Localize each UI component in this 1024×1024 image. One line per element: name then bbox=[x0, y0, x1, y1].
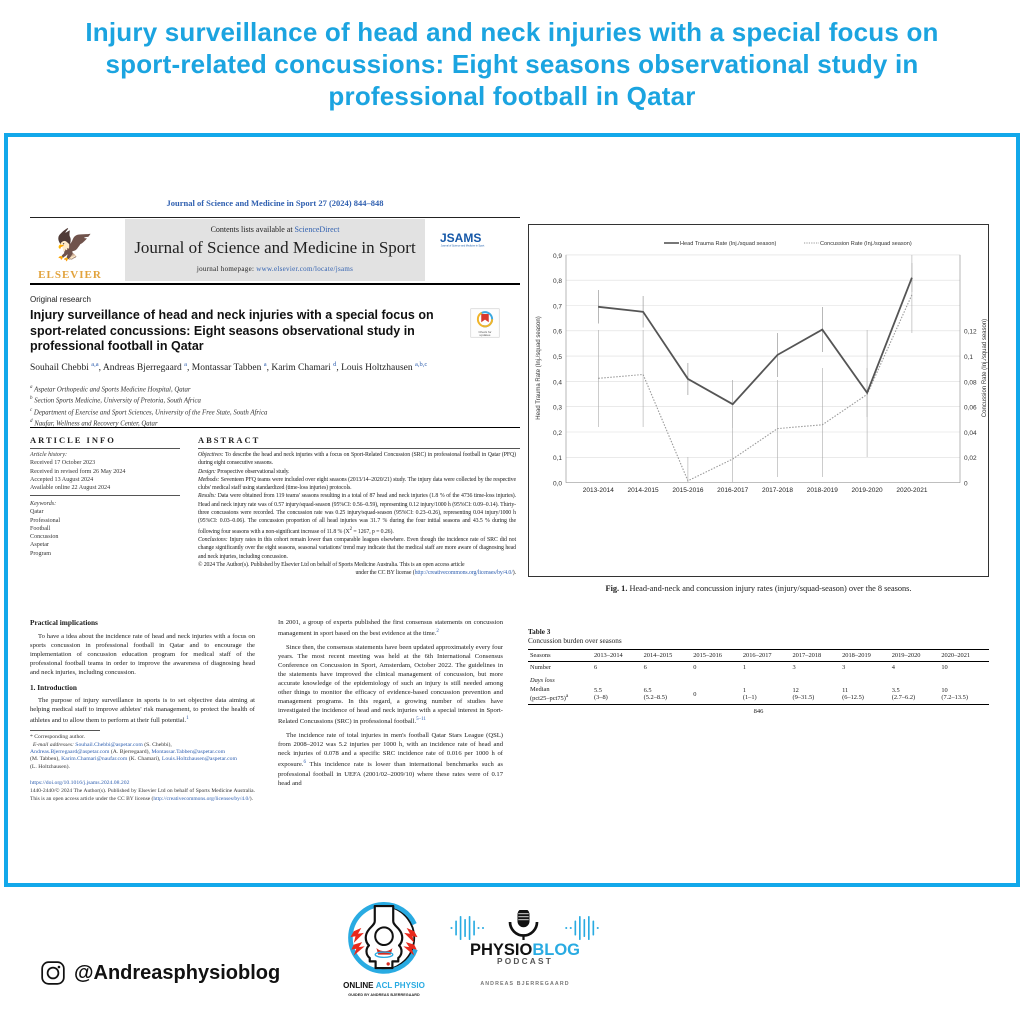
svg-text:0,6: 0,6 bbox=[553, 329, 562, 336]
svg-text:Concussion Rate (Inj./squad se: Concussion Rate (Inj./squad season) bbox=[982, 319, 988, 417]
svg-text:0,1: 0,1 bbox=[964, 354, 973, 361]
svg-text:0,08: 0,08 bbox=[964, 379, 977, 386]
svg-text:ONLINE ACL PHYSIO: ONLINE ACL PHYSIO bbox=[343, 981, 425, 990]
svg-text:Journal of Science and Medicin: Journal of Science and Medicine in Sport bbox=[441, 245, 485, 248]
svg-text:0,0: 0,0 bbox=[553, 481, 562, 488]
svg-text:2013-2014: 2013-2014 bbox=[583, 487, 614, 494]
svg-text:🦅: 🦅 bbox=[51, 226, 93, 262]
svg-text:Head Trauma Rate (Inj./squad s: Head Trauma Rate (Inj./squad season) bbox=[680, 241, 777, 247]
svg-text:0,02: 0,02 bbox=[964, 455, 977, 462]
svg-text:0,2: 0,2 bbox=[553, 430, 562, 437]
svg-text:0,8: 0,8 bbox=[553, 278, 562, 285]
svg-text:0,04: 0,04 bbox=[964, 430, 977, 437]
svg-text:2015-2016: 2015-2016 bbox=[672, 487, 703, 494]
svg-text:0,5: 0,5 bbox=[553, 354, 562, 361]
svg-text:ANDREAS BJERREGAARD: ANDREAS BJERREGAARD bbox=[480, 981, 569, 987]
svg-text:0,12: 0,12 bbox=[964, 329, 977, 336]
svg-text:2016-2017: 2016-2017 bbox=[717, 487, 748, 494]
svg-text:0,1: 0,1 bbox=[553, 455, 562, 462]
svg-text:PODCAST: PODCAST bbox=[497, 957, 553, 966]
svg-text:2019-2020: 2019-2020 bbox=[852, 487, 883, 494]
svg-text:updates: updates bbox=[480, 333, 491, 337]
svg-text:0,9: 0,9 bbox=[553, 253, 562, 260]
svg-text:Concussion Rate (Inj./squad se: Concussion Rate (Inj./squad season) bbox=[820, 241, 912, 247]
svg-text:JSAMS: JSAMS bbox=[440, 231, 481, 245]
svg-text:ELSEVIER: ELSEVIER bbox=[38, 269, 102, 281]
svg-text:0,06: 0,06 bbox=[964, 405, 977, 412]
svg-text:GUIDED BY ANDREAS BJERREGAARD: GUIDED BY ANDREAS BJERREGAARD bbox=[348, 993, 420, 997]
svg-text:2020-2021: 2020-2021 bbox=[896, 487, 927, 494]
svg-text:0: 0 bbox=[964, 481, 968, 488]
svg-text:2018-2019: 2018-2019 bbox=[807, 487, 838, 494]
svg-text:0,7: 0,7 bbox=[553, 303, 562, 310]
svg-text:2017-2018: 2017-2018 bbox=[762, 487, 793, 494]
svg-text:Head Trauma Rate (Inj./squad s: Head Trauma Rate (Inj./squad season) bbox=[536, 316, 542, 419]
svg-text:0,3: 0,3 bbox=[553, 405, 562, 412]
svg-text:2014-2015: 2014-2015 bbox=[628, 487, 659, 494]
svg-text:0,4: 0,4 bbox=[553, 379, 562, 386]
